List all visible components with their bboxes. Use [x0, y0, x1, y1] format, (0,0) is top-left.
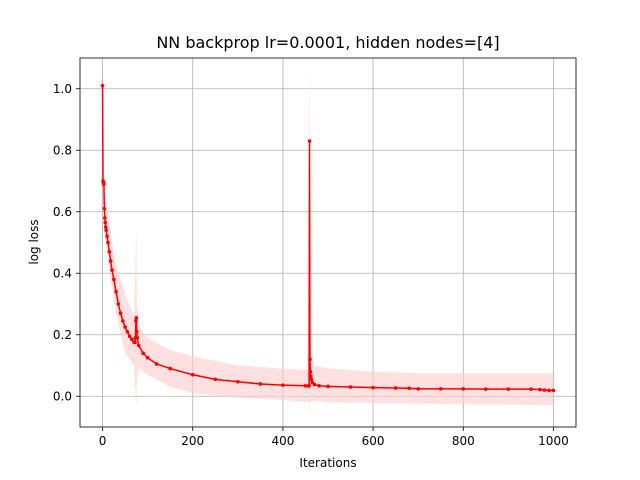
chart-title: NN backprop lr=0.0001, hidden nodes=[4]	[156, 33, 499, 52]
y-tick-label: 0.4	[53, 266, 72, 280]
x-tick-label: 200	[181, 434, 204, 448]
loss-point	[135, 336, 140, 340]
loss-point	[371, 385, 375, 390]
loss-point	[125, 329, 130, 334]
loss-point	[317, 384, 321, 388]
x-tick-label: 800	[452, 434, 475, 448]
loss-point	[258, 382, 263, 386]
loss-point	[104, 228, 108, 232]
loss-point	[102, 206, 107, 211]
loss-point	[154, 362, 159, 366]
y-tick-label: 0.8	[53, 143, 72, 157]
y-axis-label: log loss	[27, 219, 41, 264]
loss-point	[112, 277, 116, 282]
loss-point	[307, 383, 311, 388]
loss-point	[310, 380, 315, 385]
loss-point	[461, 387, 466, 391]
loss-point	[236, 380, 240, 384]
loss-point	[123, 325, 127, 329]
loss-point	[551, 388, 556, 393]
loss-point	[108, 259, 113, 263]
x-tick-label: 400	[271, 434, 294, 448]
loss-point	[307, 139, 312, 143]
plot-frame	[79, 57, 577, 428]
loss-point	[538, 387, 542, 392]
loss-point	[102, 182, 106, 186]
loss-point	[121, 319, 125, 323]
loss-point	[529, 387, 533, 391]
loss-point	[127, 334, 132, 339]
x-axis-label: Iterations	[299, 456, 356, 470]
loss-point	[309, 374, 313, 379]
loss-point	[213, 377, 218, 382]
loss-point	[141, 351, 145, 356]
loss-point	[281, 383, 285, 387]
loss-point	[484, 387, 488, 391]
loss-point	[134, 316, 139, 320]
loss-point	[407, 386, 411, 391]
x-tick-label: 600	[362, 434, 385, 448]
loss-point	[438, 387, 443, 391]
loss-point	[190, 372, 195, 377]
loss-point	[542, 388, 547, 392]
y-tick-label: 0.2	[53, 328, 72, 342]
loss-point	[145, 356, 150, 360]
loss-point	[118, 311, 123, 316]
loss-point	[134, 319, 138, 323]
loss-point	[103, 216, 107, 220]
loss-point	[103, 225, 108, 229]
loss-point	[114, 289, 118, 294]
loss-point	[312, 382, 317, 387]
loss-point	[130, 337, 134, 342]
y-tick-label: 0.6	[53, 205, 72, 219]
loss-point	[303, 384, 308, 388]
loss-point	[393, 386, 398, 390]
loss-point	[326, 384, 330, 389]
loss-point	[106, 240, 110, 245]
std-band	[102, 58, 554, 418]
plot-area: 0 200 400 600 800 1000 0.0 0.2 0.4 0.6 0.8 1.0	[53, 57, 577, 448]
loss-point	[308, 369, 313, 374]
y-tick-label: 0.0	[53, 389, 72, 403]
loss-point	[308, 357, 312, 362]
loss-point	[506, 387, 511, 391]
y-tick-label: 1.0	[53, 82, 72, 96]
loss-point	[116, 302, 121, 306]
loss-point	[136, 343, 141, 348]
loss-point	[110, 268, 114, 272]
loss-point	[168, 366, 172, 371]
loss-point	[107, 249, 112, 254]
x-tick-label: 1000	[538, 434, 569, 448]
loss-point	[547, 388, 551, 393]
loss-point	[416, 387, 420, 391]
loss-point	[103, 220, 108, 225]
loss-point	[309, 377, 314, 382]
x-tick-label: 0	[99, 434, 107, 448]
loss-point	[133, 340, 137, 345]
loss-point	[135, 329, 139, 334]
loss-point	[105, 234, 109, 239]
loss-point	[100, 83, 105, 88]
loss-point	[348, 385, 353, 389]
